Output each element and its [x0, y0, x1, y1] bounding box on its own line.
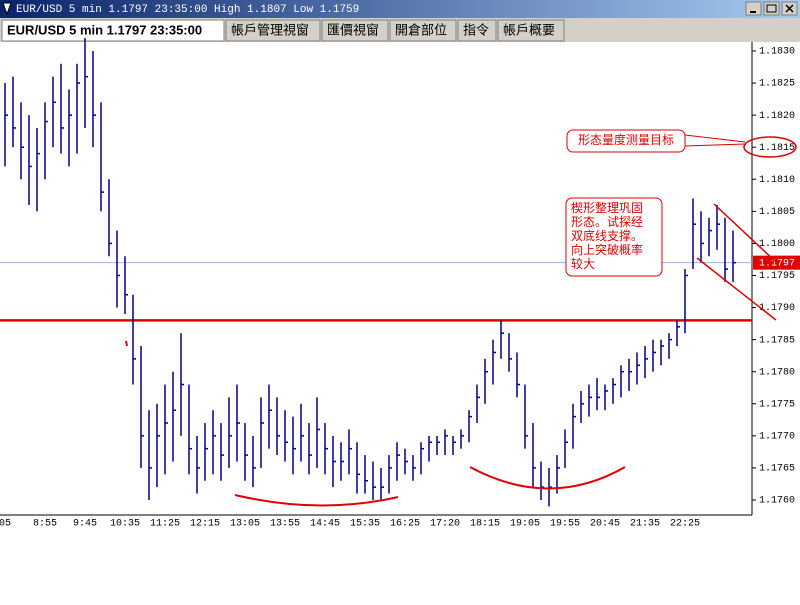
annotation-box — [566, 129, 686, 153]
current-price-box — [753, 255, 800, 270]
tab-label[interactable]: 匯價視窗 — [327, 22, 379, 37]
x-tick-label: 17:20 — [430, 519, 460, 530]
tabs: EUR/USD 5 min 1.1797 23:35:00 帳戶管理視窗 匯價視窗 開… — [1, 19, 565, 42]
tab-label[interactable]: 指令 — [463, 22, 489, 37]
x-tick-label: 13:05 — [230, 519, 260, 530]
x-tick-label: 05 — [0, 519, 11, 530]
x-tick-label: 11:25 — [150, 519, 180, 530]
wedge-line — [696, 257, 777, 321]
y-tick-label: 1.1800 — [759, 239, 795, 250]
y-tick-label: 1.1760 — [759, 496, 795, 507]
current-price-label: 1.1797 — [759, 258, 795, 269]
bottom-curve — [469, 466, 626, 490]
plot-area — [0, 42, 752, 515]
title-bar — [0, 0, 800, 18]
y-tick-label: 1.1810 — [759, 175, 795, 186]
tab-label[interactable]: EUR/USD 5 min 1.1797 23:35:00 — [7, 22, 202, 37]
y-tick-label: 1.1785 — [759, 335, 795, 346]
x-tick-label: 16:25 — [390, 519, 420, 530]
x-tick-label: 15:35 — [350, 519, 380, 530]
annotation-line: 向上突破概率 — [571, 242, 643, 257]
tab[interactable] — [321, 19, 389, 42]
wedge-line — [713, 203, 777, 263]
tab[interactable] — [1, 19, 225, 42]
window-title: EUR/USD 5 min 1.1797 23:35:00 High 1.180… — [16, 4, 359, 16]
x-tick-label: 21:35 — [630, 519, 660, 530]
tab[interactable] — [225, 19, 321, 42]
tab[interactable] — [457, 19, 497, 42]
x-tick-label: 19:05 — [510, 519, 540, 530]
x-tick-label: 20:45 — [590, 519, 620, 530]
close-glyph — [785, 4, 794, 13]
y-tick-label: 1.1765 — [759, 464, 795, 475]
x-tick-label: 9:45 — [73, 519, 97, 530]
y-tick-label: 1.1775 — [759, 399, 795, 410]
x-tick-label: 14:45 — [310, 519, 340, 530]
x-tick-label: 19:55 — [550, 519, 580, 530]
tab-label[interactable]: 帳戶管理視窗 — [231, 22, 309, 37]
y-tick-label: 1.1770 — [759, 431, 795, 442]
y-tick-label: 1.1780 — [759, 367, 795, 378]
tab-label[interactable]: 帳戶概要 — [503, 22, 555, 37]
bottom-curve — [234, 494, 399, 507]
y-tick-label: 1.1820 — [759, 111, 795, 122]
maximize-button[interactable] — [763, 1, 780, 16]
annotation-arrow — [684, 134, 746, 147]
y-tick-label: 1.1830 — [759, 47, 795, 58]
y-tick-label: 1.1795 — [759, 271, 795, 282]
annotation-box — [565, 197, 663, 277]
mark — [125, 340, 128, 347]
window-buttons[interactable] — [745, 1, 798, 16]
annotation-line: 较大 — [571, 256, 595, 271]
target-ellipse — [743, 136, 797, 158]
y-tick-label: 1.1815 — [759, 143, 795, 154]
x-tick-label: 8:55 — [33, 519, 57, 530]
annotation-line: 楔形整理巩固 — [571, 200, 643, 215]
maximize-glyph — [766, 4, 777, 13]
x-tick-label: 10:35 — [110, 519, 140, 530]
x-tick-label: 22:25 — [670, 519, 700, 530]
annotation-line: 双底线支撑。 — [571, 228, 643, 243]
x-tick-label: 13:55 — [270, 519, 300, 530]
x-tick-label: 12:15 — [190, 519, 220, 530]
tab[interactable] — [497, 19, 565, 42]
app-icon — [2, 2, 12, 16]
tab[interactable] — [389, 19, 457, 42]
minimize-button[interactable] — [745, 1, 762, 16]
y-tick-label: 1.1805 — [759, 207, 795, 218]
x-tick-label: 18:15 — [470, 519, 500, 530]
chart: 1.1760 1.1765 1.1770 1.1775 1.1780 1.1785 1.17… — [0, 38, 800, 530]
tab-label[interactable]: 開倉部位 — [395, 22, 447, 37]
annotation-text: 形态量度测量目标 — [578, 132, 674, 147]
y-tick-label: 1.1790 — [759, 303, 795, 314]
y-tick-label: 1.1825 — [759, 79, 795, 90]
annotation-line: 形态。试探经 — [571, 214, 643, 229]
